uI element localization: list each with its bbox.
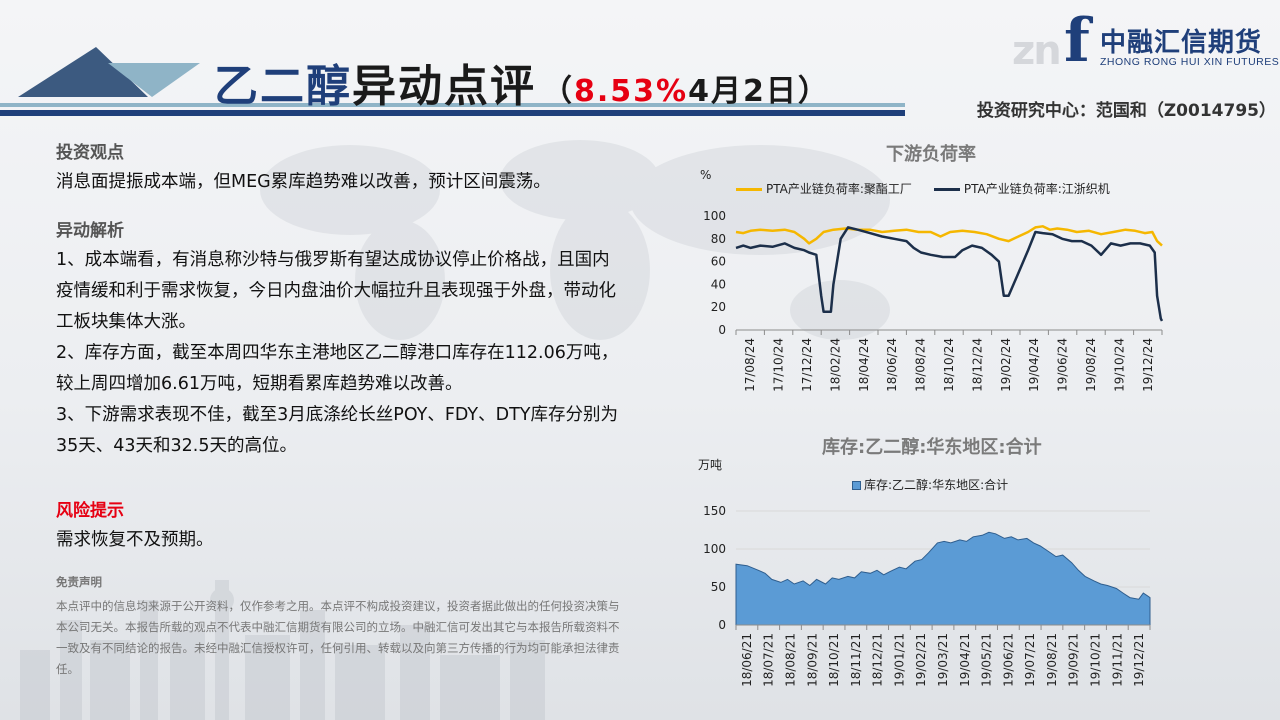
x-tick-label: 18/07/21 bbox=[762, 633, 776, 687]
analysis-point-1: 1、成本端看，有消息称沙特与俄罗斯有望达成协议停止价格战，且国内疫情缓和利于需求… bbox=[56, 250, 616, 332]
x-tick-label: 18/08/24 bbox=[914, 338, 928, 392]
company-logo: zn f 中融汇信期货 ZHONG RONG HUI XIN FUTURES bbox=[1012, 6, 1279, 76]
chart1-legend: PTA产业链负荷率:聚酯工厂 PTA产业链负荷率:江浙织机 bbox=[736, 180, 1110, 197]
view-heading: 投资观点 bbox=[56, 143, 124, 163]
x-tick-label: 17/08/24 bbox=[743, 338, 757, 392]
x-tick-label: 18/12/21 bbox=[871, 633, 885, 687]
logo-watermark: zn bbox=[1012, 28, 1062, 74]
disclaimer-heading: 免责声明 bbox=[56, 575, 102, 589]
x-tick-label: 19/10/21 bbox=[1089, 633, 1103, 687]
y-tick-label: 0 bbox=[718, 618, 726, 632]
x-tick-label: 18/04/24 bbox=[857, 338, 871, 392]
legend-label: 库存:乙二醇:华东地区:合计 bbox=[864, 478, 1009, 492]
chart2-plot: 0 50 100 150 18/06/21 18/07/21 18/08/21 18/09/2… bbox=[703, 504, 1151, 687]
y-tick-label: 0 bbox=[718, 323, 726, 337]
logo-name-en: ZHONG RONG HUI XIN FUTURES bbox=[1100, 56, 1280, 68]
x-tick-label: 19/06/21 bbox=[1001, 633, 1015, 687]
x-tick-label: 19/01/21 bbox=[892, 633, 906, 687]
chart2-unit: 万吨 bbox=[698, 458, 723, 472]
x-tick-label: 19/08/24 bbox=[1084, 338, 1098, 392]
title-percent: 8.53% bbox=[574, 74, 689, 109]
y-tick-label: 150 bbox=[703, 504, 726, 518]
x-tick-label: 18/12/24 bbox=[970, 338, 984, 392]
chart2-legend: 库存:乙二醇:华东地区:合计 bbox=[852, 476, 1008, 493]
x-tick-label: 18/10/24 bbox=[942, 338, 956, 392]
series-line-1 bbox=[735, 225, 1163, 247]
x-tick-label: 19/12/21 bbox=[1132, 633, 1146, 687]
page-title: 乙二醇 异动点评 （ 8.53% 4月2日） bbox=[214, 50, 830, 112]
x-tick-label: 18/06/21 bbox=[740, 633, 754, 687]
title-paren: （ bbox=[542, 74, 574, 109]
disclaimer-text: 本点评中的信息均来源于公开资料，仅作参考之用。本点评不构成投资建议，投资者据此做… bbox=[56, 599, 620, 676]
x-tick-label: 18/06/24 bbox=[885, 338, 899, 392]
y-tick-label: 100 bbox=[703, 209, 726, 223]
y-tick-label: 80 bbox=[711, 232, 726, 246]
analysis-point-2: 2、库存方面，截至本周四华东主港地区乙二醇港口库存在112.06万吨，较上周四增… bbox=[56, 343, 619, 394]
commentary-column: 投资观点 消息面提振成本端，但MEG累库趋势难以改善，预计区间震荡。 异动解析 … bbox=[56, 138, 626, 680]
series-area-1 bbox=[735, 531, 1151, 626]
logo-name-cn: 中融汇信期货 bbox=[1100, 28, 1263, 58]
y-tick-label: 20 bbox=[711, 300, 726, 314]
y-tick-label: 40 bbox=[711, 277, 726, 291]
x-tick-label: 18/08/21 bbox=[783, 633, 797, 687]
author-line: 投资研究中心：范国和（Z0014795） bbox=[976, 101, 1276, 121]
chart2-legend-item-1: 库存:乙二醇:华东地区:合计 bbox=[852, 476, 1008, 493]
chart1-plot: 0 20 40 60 80 100 17/08/24 17/10/24 17/12/24 18/0… bbox=[703, 209, 1164, 392]
x-tick-label: 19/03/21 bbox=[936, 633, 950, 687]
header-decoration bbox=[0, 47, 905, 116]
series-line-2 bbox=[735, 226, 1164, 322]
x-tick-label: 19/04/24 bbox=[1027, 338, 1041, 392]
y-tick-label: 50 bbox=[711, 580, 726, 594]
x-tick-label: 18/09/21 bbox=[805, 633, 819, 687]
x-tick-label: 19/06/24 bbox=[1056, 338, 1070, 392]
chart2-title: 库存:乙二醇:华东地区:合计 bbox=[822, 437, 1042, 458]
risk-heading: 风险提示 bbox=[56, 501, 124, 521]
x-tick-label: 18/10/21 bbox=[827, 633, 841, 687]
legend-label: PTA产业链负荷率:江浙织机 bbox=[963, 182, 1110, 196]
x-tick-label: 17/10/24 bbox=[772, 338, 786, 392]
chart1-title: 下游负荷率 bbox=[886, 144, 976, 165]
x-tick-label: 19/11/21 bbox=[1110, 633, 1124, 687]
x-tick-label: 18/02/24 bbox=[828, 338, 842, 392]
legend-swatch bbox=[736, 188, 762, 191]
legend-label: PTA产业链负荷率:聚酯工厂 bbox=[766, 182, 912, 196]
title-date: 4月2日） bbox=[688, 74, 830, 109]
risk-text: 需求恢复不及预期。 bbox=[56, 530, 214, 550]
legend-swatch bbox=[852, 481, 861, 490]
y-tick-label: 60 bbox=[711, 255, 726, 269]
title-main: 异动点评 bbox=[352, 61, 536, 112]
logo-mark: f bbox=[1064, 6, 1090, 76]
chart1-legend-item-1: PTA产业链负荷率:聚酯工厂 bbox=[736, 180, 912, 197]
header: 乙二醇 异动点评 （ 8.53% 4月2日） zn f 中融汇信期货 ZHONG… bbox=[0, 0, 1280, 125]
view-text: 消息面提振成本端，但MEG累库趋势难以改善，预计区间震荡。 bbox=[56, 172, 551, 192]
x-tick-label: 17/12/24 bbox=[800, 338, 814, 392]
x-tick-label: 19/07/21 bbox=[1023, 633, 1037, 687]
x-tick-label: 18/11/21 bbox=[849, 633, 863, 687]
chart1-legend-item-2: PTA产业链负荷率:江浙织机 bbox=[933, 180, 1110, 197]
x-tick-label: 19/05/21 bbox=[980, 633, 994, 687]
x-tick-label: 19/04/21 bbox=[958, 633, 972, 687]
title-product: 乙二醇 bbox=[214, 61, 352, 112]
x-tick-label: 19/10/24 bbox=[1112, 338, 1126, 392]
analysis-point-3: 3、下游需求表现不佳，截至3月底涤纶长丝POY、FDY、DTY库存分别为35天、… bbox=[56, 405, 618, 456]
world-map-watermark bbox=[260, 140, 890, 340]
y-tick-label: 100 bbox=[703, 542, 726, 556]
legend-swatch bbox=[933, 188, 960, 191]
chart1-unit: % bbox=[700, 168, 712, 182]
city-skyline-watermark bbox=[20, 580, 545, 720]
analysis-heading: 异动解析 bbox=[56, 221, 124, 241]
x-tick-label: 19/12/24 bbox=[1141, 338, 1155, 392]
x-tick-label: 19/02/24 bbox=[999, 338, 1013, 392]
x-tick-label: 19/09/21 bbox=[1067, 633, 1081, 687]
x-tick-label: 19/08/21 bbox=[1045, 633, 1059, 687]
x-tick-label: 19/02/21 bbox=[914, 633, 928, 687]
